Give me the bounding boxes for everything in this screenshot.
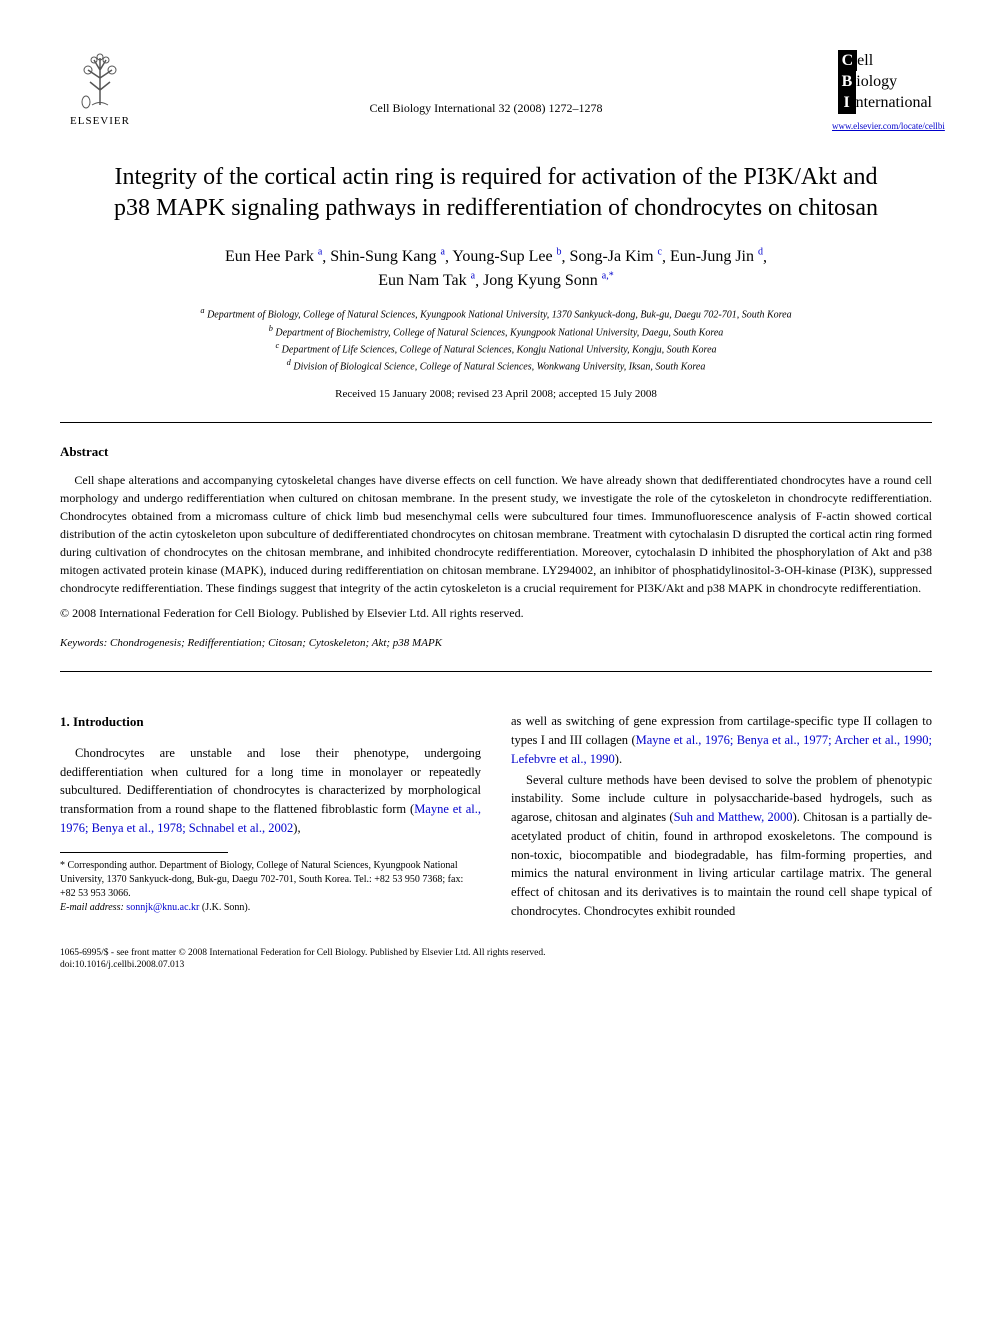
intro-para-3: Several culture methods have been devise… [511,771,932,921]
author-name-6: Eun Nam Tak [378,272,466,289]
journal-logo-line-2: Biology [838,71,932,92]
author-name-3: Young-Sup Lee [452,248,552,265]
keywords-label: Keywords: [60,637,107,649]
author-6: Eun Nam Tak a [378,272,475,289]
journal-logo-line-3: International [838,92,932,113]
author-3: Young-Sup Lee b [452,248,561,265]
intro-heading: 1. Introduction [60,712,481,732]
affiliation-d-text: Division of Biological Science, College … [293,362,705,373]
author-4: Song-Ja Kim c [570,248,662,265]
footer-line-2: doi:10.1016/j.cellbi.2008.07.013 [60,959,932,971]
affiliation-b-text: Department of Biochemistry, College of N… [275,327,723,338]
journal-logo-rest-1: ell [857,52,873,69]
author-name-2: Shin-Sung Kang [330,248,436,265]
intro-p3-ref[interactable]: Suh and Matthew, 2000 [674,810,793,824]
email-link[interactable]: sonnjk@knu.ac.kr [126,902,199,913]
elsevier-tree-icon [70,50,130,110]
affiliation-a: a Department of Biology, College of Natu… [60,305,932,322]
affiliation-d: d Division of Biological Science, Colleg… [60,357,932,374]
journal-logo-letter-b: B [838,71,857,92]
email-footnote: E-mail address: sonnjk@knu.ac.kr (J.K. S… [60,901,481,915]
author-7: Jong Kyung Sonn a,* [483,272,614,289]
abstract-heading: Abstract [60,443,932,461]
intro-para-1: Chondrocytes are unstable and lose their… [60,744,481,838]
author-2: Shin-Sung Kang a [330,248,445,265]
author-affil-4: c [658,247,662,258]
author-1: Eun Hee Park a [225,248,322,265]
author-affil-3: b [557,247,562,258]
keywords-text: Chondrogenesis; Redifferentiation; Citos… [110,637,442,649]
abstract-copyright: © 2008 International Federation for Cell… [60,605,932,622]
body-columns: 1. Introduction Chondrocytes are unstabl… [60,712,932,922]
author-affil-6: a [471,271,475,282]
article-dates: Received 15 January 2008; revised 23 Apr… [60,387,932,402]
body-column-left: 1. Introduction Chondrocytes are unstabl… [60,712,481,922]
intro-para-2: as well as switching of gene expression … [511,712,932,768]
affiliation-c: c Department of Life Sciences, College o… [60,340,932,357]
abstract-text: Cell shape alterations and accompanying … [60,471,932,597]
journal-logo-rest-3: nternational [856,94,932,111]
author-name-5: Eun-Jung Jin [670,248,754,265]
email-post: (J.K. Sonn). [202,902,250,913]
affiliations: a Department of Biology, College of Natu… [60,305,932,374]
author-affil-5: d [758,247,763,258]
publisher-name: ELSEVIER [70,114,130,129]
header-row: ELSEVIER Cell Biology International 32 (… [60,50,932,132]
author-5: Eun-Jung Jin d [670,248,763,265]
author-list: Eun Hee Park a, Shin-Sung Kang a, Young-… [60,245,932,294]
author-name-7: Jong Kyung Sonn [483,272,598,289]
footer-line-1: 1065-6995/$ - see front matter © 2008 In… [60,947,932,959]
email-label: E-mail address: [60,902,124,913]
intro-p1-post: ), [293,821,300,835]
author-affil-2: a [441,247,445,258]
intro-p2-post: ). [615,752,622,766]
journal-logo-line-1: Cell [838,50,932,71]
footnote-divider [60,852,228,853]
affiliation-c-text: Department of Life Sciences, College of … [282,344,717,355]
journal-logo-letter-c: C [838,50,858,71]
journal-logo-box: Cell Biology International www.elsevier.… [832,50,932,132]
footer: 1065-6995/$ - see front matter © 2008 In… [60,947,932,972]
article-title: Integrity of the cortical actin ring is … [100,162,892,224]
journal-logo-letter-i: I [838,92,856,113]
author-name-1: Eun Hee Park [225,248,314,265]
author-affil-1: a [318,247,322,258]
author-name-4: Song-Ja Kim [570,248,654,265]
affiliation-b: b Department of Biochemistry, College of… [60,323,932,340]
journal-logo-rest-2: iology [856,73,897,90]
affiliation-a-text: Department of Biology, College of Natura… [207,310,792,321]
journal-logo: Cell Biology International [838,50,932,114]
divider-2 [60,671,932,672]
citation-text: Cell Biology International 32 (2008) 127… [140,50,832,117]
intro-p3-post: ). Chitosan is a partially de-acetylated… [511,810,932,918]
keywords: Keywords: Chondrogenesis; Redifferentiat… [60,636,932,651]
body-column-right: as well as switching of gene expression … [511,712,932,922]
journal-link[interactable]: www.elsevier.com/locate/cellbi [832,120,932,133]
publisher-logo: ELSEVIER [60,50,140,129]
author-affil-7: a,* [602,271,614,282]
corresponding-footnote: * Corresponding author. Department of Bi… [60,859,481,901]
divider-1 [60,422,932,423]
